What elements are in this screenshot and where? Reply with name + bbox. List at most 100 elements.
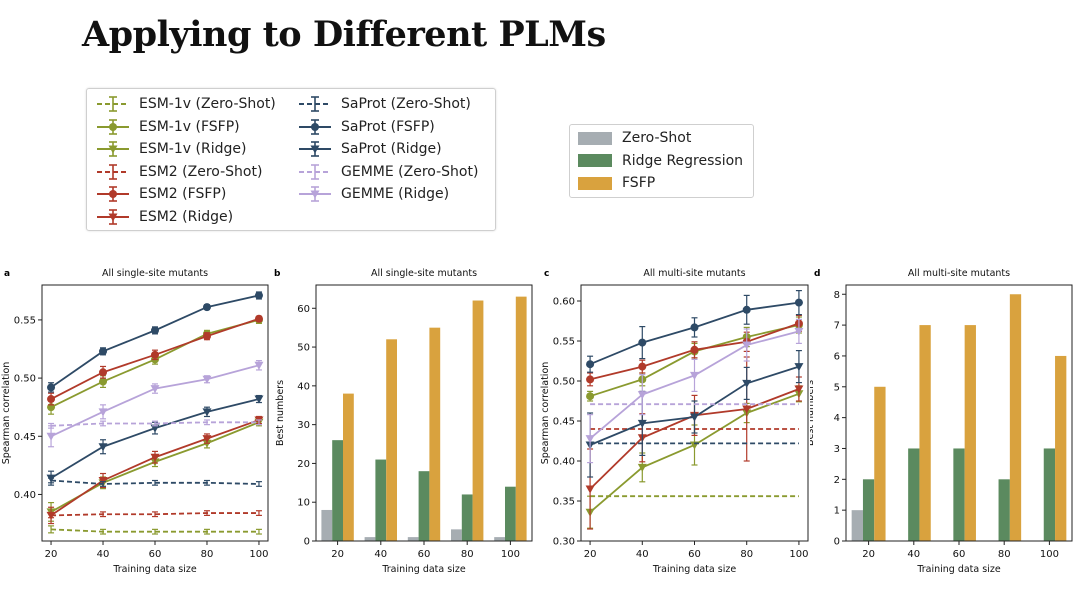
legend-label: FSFP: [622, 175, 656, 191]
bar-fsfp: [472, 300, 484, 541]
legend-marker: [108, 145, 118, 154]
plot-frame: [41, 284, 269, 542]
data-point: [98, 408, 108, 417]
legend-line-icon: [299, 141, 331, 157]
bar-zero-shot: [494, 537, 505, 541]
data-point: [742, 379, 752, 388]
data-point: [690, 323, 699, 332]
plot-frame: [845, 284, 1073, 542]
legend-marker: [109, 122, 117, 131]
bar-fsfp: [919, 325, 931, 541]
bar-fsfp: [515, 296, 527, 541]
data-point: [637, 463, 647, 472]
x-tick-label: 80: [201, 549, 214, 560]
legend-label: Zero-Shot: [622, 130, 692, 146]
bar-ridge-regression: [908, 448, 920, 541]
legend-item-saprot-ridge: SaProt (Ridge): [297, 138, 442, 160]
y-tick-label: 0.50: [553, 377, 575, 388]
chart-title: All single-site mutants: [102, 268, 208, 279]
data-point: [202, 435, 212, 444]
panel-label: d: [814, 269, 820, 279]
legend-item-gemme-zero-shot: GEMME (Zero-Shot): [297, 161, 478, 183]
legend-marker: [108, 213, 118, 221]
y-tick-label: 60: [297, 304, 310, 315]
y-tick-label: 40: [297, 381, 310, 392]
legend-item-saprot-zero-shot: SaProt (Zero-Shot): [297, 93, 471, 115]
y-tick-label: 0.60: [553, 297, 575, 308]
legend-swatch: [578, 176, 612, 190]
legend-item-saprot-fsfp: SaProt (FSFP): [297, 116, 435, 138]
series-esm-1v-zero-shot: [48, 525, 262, 535]
legend-item-zero-shot: Zero-Shot: [578, 127, 691, 149]
data-point: [586, 375, 595, 384]
y-tick-label: 5: [834, 382, 840, 393]
x-axis-label: Training data size: [916, 564, 1000, 575]
data-point: [690, 371, 699, 380]
x-tick-label: 40: [907, 549, 920, 560]
data-point: [638, 362, 647, 371]
data-point: [151, 326, 159, 335]
data-point: [254, 314, 263, 323]
y-tick-label: 0.55: [14, 315, 36, 326]
legend-item-esm-1v-zero-shot: ESM-1v (Zero-Shot): [95, 93, 276, 115]
y-tick-label: 0.35: [553, 497, 575, 508]
legend-label: SaProt (Ridge): [341, 141, 442, 157]
x-tick-label: 20: [584, 549, 597, 560]
y-tick-label: 0.55: [553, 337, 575, 348]
bar-fsfp: [343, 393, 354, 541]
y-tick-label: 0.45: [14, 432, 36, 443]
y-tick-label: 10: [297, 498, 310, 509]
x-tick-label: 80: [998, 549, 1011, 560]
x-axis-label: Training data size: [112, 564, 196, 575]
series-esm2-zero-shot: [48, 510, 262, 519]
series-saprot-ridge: [46, 394, 264, 486]
bar-fsfp: [874, 386, 886, 541]
panel-label: c: [544, 269, 549, 279]
series-gemme-ridge: [585, 318, 804, 464]
line-chart-legend: ESM-1v (Zero-Shot) ESM-1v (FSFP) ESM-1v (R…: [86, 88, 496, 231]
data-point: [150, 424, 160, 433]
legend-label: ESM2 (Zero-Shot): [139, 163, 263, 180]
legend-line-icon: [299, 118, 331, 135]
legend-marker: [310, 145, 320, 154]
x-tick-label: 20: [331, 549, 344, 560]
legend-line-icon: [299, 163, 331, 180]
bar-fsfp: [964, 325, 976, 541]
y-tick-label: 1: [834, 506, 840, 517]
y-tick-label: 2: [834, 475, 840, 486]
bar-ridge-regression: [862, 479, 875, 541]
y-tick-label: 0.40: [553, 457, 575, 468]
bar-ridge-regression: [375, 459, 387, 541]
legend-item-esm-1v-fsfp: ESM-1v (FSFP): [95, 116, 240, 138]
x-tick-label: 100: [249, 549, 268, 560]
legend-line-icon: [97, 163, 129, 180]
legend-line-icon: [97, 118, 129, 135]
legend-marker: [311, 122, 319, 131]
data-point: [202, 303, 211, 312]
data-point: [794, 363, 804, 372]
legend-item-gemme-ridge: GEMME (Ridge): [297, 183, 449, 205]
bar-ridge-regression: [505, 486, 516, 541]
legend-swatch: [578, 154, 612, 167]
legend-item-fsfp: FSFP: [578, 172, 655, 194]
data-point: [586, 392, 595, 401]
y-tick-label: 50: [297, 343, 310, 354]
legend-label: SaProt (Zero-Shot): [341, 96, 471, 112]
y-axis-label: Spearman correlation: [1, 362, 12, 465]
chart-panel-b: b All single-site mutants Training data si…: [274, 268, 533, 575]
y-tick-label: 4: [834, 413, 840, 424]
legend-item-ridge-regression: Ridge Regression: [578, 150, 743, 172]
slide-title: Applying to Different PLMs: [82, 14, 606, 55]
legend-swatch: [578, 131, 612, 145]
bar-fsfp: [1055, 355, 1067, 541]
x-tick-label: 100: [1040, 549, 1059, 560]
legend-label: Ridge Regression: [622, 152, 744, 169]
series-line: [51, 512, 259, 517]
data-point: [638, 338, 647, 347]
x-tick-label: 60: [418, 549, 431, 560]
y-tick-label: 0.45: [553, 417, 575, 428]
bar-ridge-regression: [461, 494, 473, 541]
series-saprot-fsfp: [47, 291, 263, 393]
legend-label: SaProt (FSFP): [341, 118, 435, 135]
bar-fsfp: [386, 339, 397, 541]
